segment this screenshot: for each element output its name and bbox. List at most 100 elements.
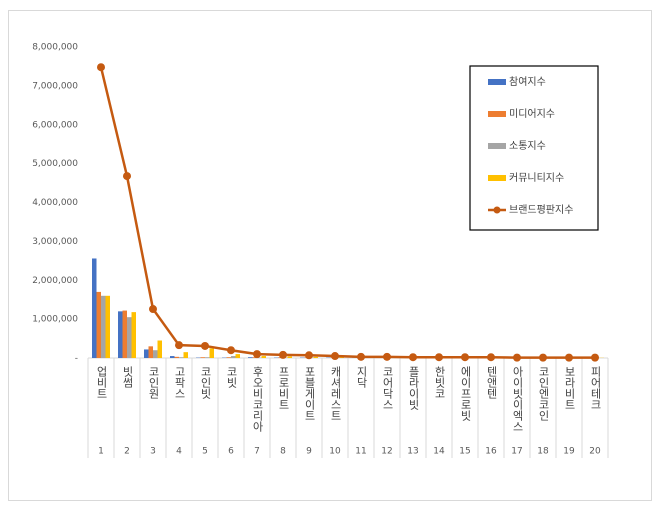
rank-label: 3	[150, 447, 156, 457]
x-tick-label: 한빗코	[433, 366, 446, 399]
bar	[261, 356, 266, 358]
rank-label: 16	[485, 447, 497, 457]
legend-label: 커뮤니티지수	[509, 172, 564, 184]
bar	[157, 340, 162, 358]
bar	[179, 357, 184, 358]
line-marker	[279, 350, 287, 359]
y-tick-label: 7,000,000	[32, 81, 78, 91]
bar	[339, 357, 344, 358]
rank-label: 7	[254, 447, 260, 457]
bar	[101, 295, 106, 358]
bar	[105, 295, 110, 358]
rank-label: 2	[124, 447, 130, 457]
bar	[148, 346, 153, 358]
bar	[313, 356, 318, 358]
line-marker	[253, 350, 261, 359]
x-tick-label: 코인엔코인	[537, 366, 550, 421]
y-tick-label: 6,000,000	[32, 120, 78, 130]
x-tick-label: 아이빗이엑스	[511, 366, 524, 432]
line-marker	[149, 305, 157, 314]
y-tick-label: 2,000,000	[32, 276, 78, 286]
legend-label: 소통지수	[509, 140, 546, 152]
line-marker	[305, 351, 313, 360]
legend-swatch	[488, 175, 506, 181]
bar	[183, 352, 188, 358]
legend-swatch	[493, 206, 501, 214]
legend-swatch	[488, 143, 506, 149]
line-marker	[435, 353, 443, 362]
rank-label: 8	[280, 447, 286, 457]
bar	[248, 357, 253, 358]
x-tick-label: 보라비트	[563, 366, 576, 410]
line-marker	[97, 63, 105, 72]
bar	[252, 357, 257, 358]
rank-label: 13	[407, 447, 418, 457]
line-marker	[175, 341, 183, 350]
line-marker	[383, 352, 391, 361]
line	[99, 66, 595, 359]
rank-label: 18	[537, 447, 549, 457]
rank-label: 15	[459, 447, 470, 457]
bar	[209, 348, 214, 358]
rank-label: 6	[228, 447, 234, 457]
rank-label: 9	[306, 447, 312, 457]
x-tick-label: 후오비코리아	[251, 366, 264, 433]
x-tick-label: 캐셔레스트	[329, 366, 342, 421]
bar	[96, 291, 101, 358]
legend-label: 미디어지수	[509, 108, 555, 120]
rank-label: 17	[511, 447, 522, 457]
line-marker	[123, 172, 131, 181]
rank-label: 11	[355, 447, 366, 457]
y-tick-label: 4,000,000	[32, 198, 78, 208]
x-tick-label: 프로비트	[277, 366, 290, 410]
line-marker	[591, 353, 599, 362]
y-tick-label: 5,000,000	[32, 159, 78, 169]
y-tick-label: 1,000,000	[32, 315, 78, 325]
bar	[127, 317, 132, 358]
x-tick-label: 코인빗	[199, 366, 212, 399]
x-tick-label: 업비트	[95, 366, 108, 399]
legend-swatch	[488, 79, 506, 85]
line-marker	[487, 353, 495, 362]
line-marker	[513, 353, 521, 362]
x-tick-label: 코어닥스	[381, 366, 394, 410]
bar	[200, 357, 205, 358]
bar	[231, 356, 236, 358]
x-tick-label: 빗썸	[121, 366, 134, 388]
legend-label: 브랜드평판지수	[509, 204, 573, 216]
line-marker	[357, 352, 365, 361]
bar	[205, 357, 210, 358]
bar	[170, 356, 175, 358]
x-tick-label: 피어테크	[589, 366, 602, 410]
rank-label: 20	[589, 447, 601, 457]
rank-label: 12	[381, 447, 392, 457]
bar	[235, 354, 240, 358]
rank-label: 4	[176, 447, 182, 457]
legend-label: 참여지수	[509, 76, 546, 88]
bar	[174, 356, 179, 358]
rank-label: 19	[563, 447, 575, 457]
rank-label: 14	[433, 447, 445, 457]
x-tick-label: 포블게이트	[303, 366, 316, 421]
x-tick-label: 코인원	[147, 366, 160, 399]
legend-swatch	[488, 111, 506, 117]
x-tick-label: 플라이빗	[407, 366, 420, 410]
x-tick-label: 고팍스	[173, 366, 186, 399]
y-tick-label: 3,000,000	[32, 237, 78, 247]
bar	[287, 356, 292, 358]
y-tick-label: 8,000,000	[32, 43, 78, 53]
bar	[153, 350, 158, 358]
line-marker	[227, 346, 235, 355]
line-marker	[331, 352, 339, 361]
line-marker	[461, 353, 469, 362]
rank-label: 1	[98, 447, 104, 457]
x-tick-label: 코빗	[225, 366, 238, 388]
bar	[144, 349, 149, 358]
y-tick-label: -	[75, 354, 78, 364]
line-marker	[565, 353, 573, 362]
line-marker	[409, 353, 417, 362]
bar	[118, 311, 123, 358]
rank-label: 5	[202, 447, 208, 457]
bar	[131, 312, 136, 358]
